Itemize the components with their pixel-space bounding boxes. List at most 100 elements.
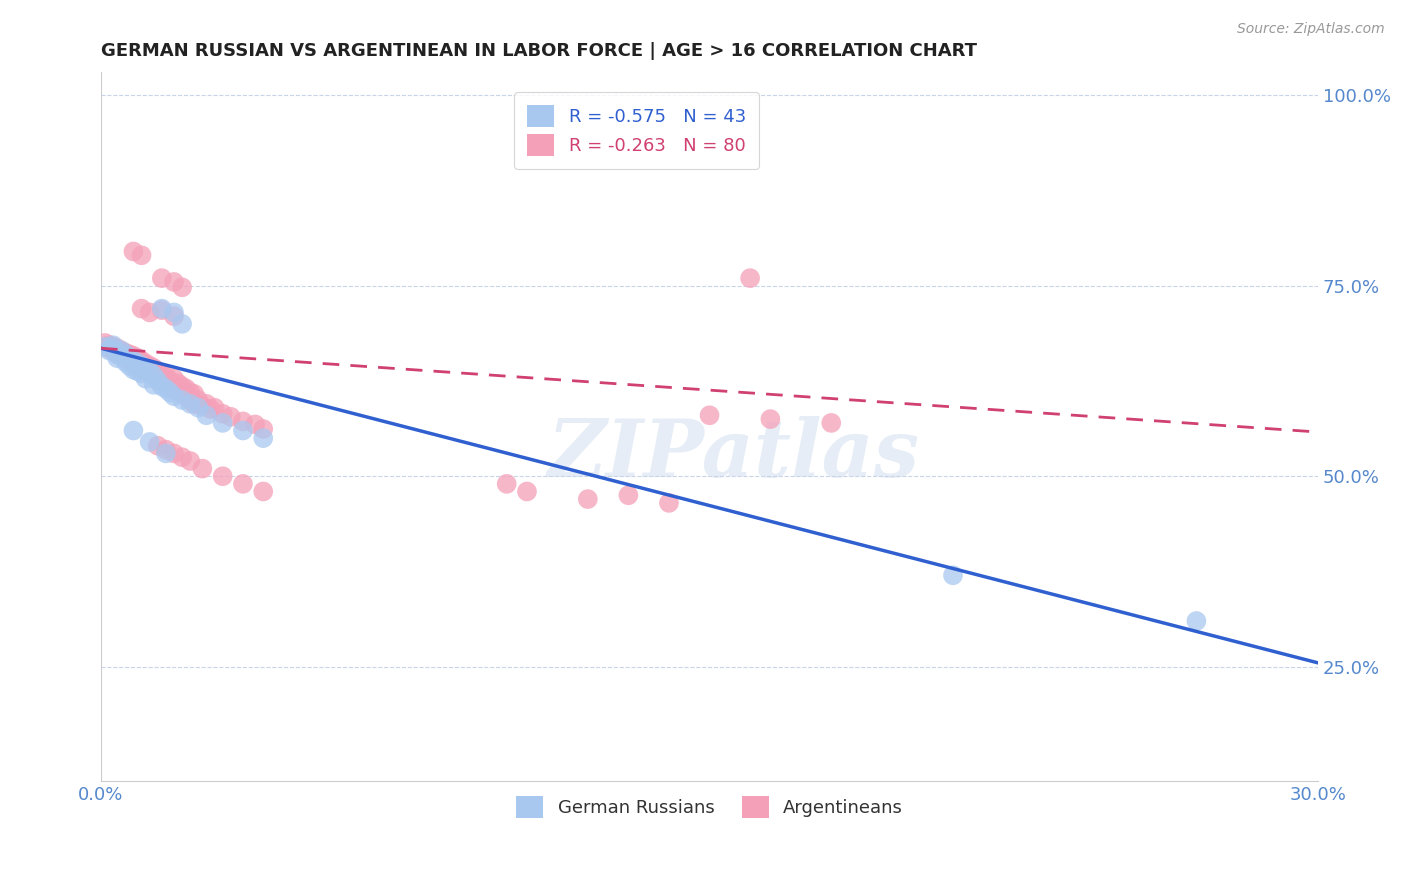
Point [114,351,136,366]
Point [131,353,153,368]
Point [163,305,186,319]
Point [204,401,226,415]
Point [135,362,157,376]
Point [131,359,153,373]
Point [142,361,165,376]
Point [114,346,136,360]
Point [138,305,160,319]
Point [163,382,186,396]
Point [179,392,201,407]
Point [211,407,233,421]
Point [131,361,153,376]
Point [122,349,145,363]
Point [495,476,517,491]
Point [101,341,124,355]
Point [127,351,149,366]
Point [174,389,197,403]
Point [191,461,214,475]
Point [138,364,160,378]
Point [232,476,254,491]
Point [820,416,842,430]
Legend: German Russians, Argentineans: German Russians, Argentineans [509,789,910,825]
Point [110,343,132,358]
Point [127,359,149,373]
Point [142,377,165,392]
Point [155,442,177,457]
Point [105,351,128,366]
Point [101,338,124,352]
Point [183,387,205,401]
Point [155,376,177,391]
Point [98,341,121,355]
Point [740,271,762,285]
Point [142,368,165,383]
Point [118,353,141,368]
Point [131,248,153,262]
Point [114,355,136,369]
Point [105,341,128,355]
Point [155,368,177,383]
Point [110,343,132,358]
Point [122,424,145,438]
Point [163,275,186,289]
Point [172,317,194,331]
Point [1185,614,1208,628]
Point [211,416,233,430]
Point [98,343,121,358]
Point [114,347,136,361]
Point [155,446,177,460]
Point [516,484,538,499]
Point [122,244,145,259]
Point [122,362,145,376]
Point [159,379,181,393]
Point [252,422,274,436]
Point [172,280,194,294]
Point [187,392,209,407]
Point [159,374,181,388]
Point [155,382,177,396]
Point [122,353,145,368]
Point [138,434,160,449]
Point [135,364,157,378]
Point [195,409,218,423]
Point [232,424,254,438]
Point [105,347,128,361]
Point [122,356,145,370]
Point [146,374,169,388]
Point [105,347,128,361]
Point [252,484,274,499]
Point [219,409,242,424]
Point [110,349,132,363]
Point [163,446,186,460]
Point [135,372,157,386]
Point [172,379,194,393]
Point [131,301,153,316]
Point [576,492,599,507]
Point [94,340,117,354]
Point [135,356,157,370]
Point [179,454,201,468]
Point [146,364,169,378]
Point [183,397,205,411]
Text: GERMAN RUSSIAN VS ARGENTINEAN IN LABOR FORCE | AGE > 16 CORRELATION CHART: GERMAN RUSSIAN VS ARGENTINEAN IN LABOR F… [101,42,977,60]
Point [163,372,186,386]
Point [146,372,169,386]
Point [759,412,782,426]
Point [617,488,640,502]
Point [98,338,121,352]
Point [942,568,965,582]
Point [167,384,190,398]
Point [150,374,173,388]
Point [699,409,721,423]
Point [200,402,222,417]
Point [658,496,681,510]
Point [159,385,181,400]
Point [172,392,194,407]
Point [150,303,173,318]
Point [150,379,173,393]
Point [110,349,132,363]
Point [150,301,173,316]
Point [138,367,160,381]
Point [252,431,274,445]
Point [172,387,194,401]
